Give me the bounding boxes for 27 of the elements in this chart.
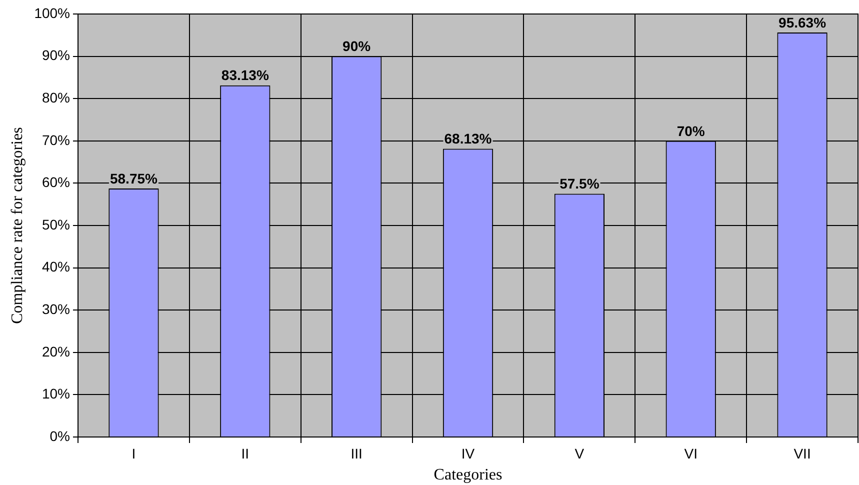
- x-tick-label: III: [350, 445, 362, 462]
- x-tick-label: I: [132, 445, 136, 462]
- y-tick-label: 0%: [50, 428, 70, 444]
- y-tick-label: 20%: [42, 343, 70, 360]
- data-label: 68.13%: [444, 130, 492, 147]
- data-label: 95.63%: [778, 14, 827, 30]
- data-label: 57.5%: [560, 176, 600, 192]
- data-label: 58.75%: [110, 170, 158, 186]
- y-tick-label: 50%: [42, 216, 70, 232]
- data-label: 83.13%: [221, 67, 270, 84]
- y-tick-label: 60%: [42, 174, 70, 190]
- y-tick-label: 10%: [42, 386, 70, 402]
- data-label: 70%: [676, 122, 706, 139]
- y-tick-label: 80%: [42, 89, 70, 106]
- y-axis-title: Compliance rate for categories: [8, 127, 26, 324]
- x-axis-title: Categories: [434, 466, 502, 484]
- y-tick-label: 90%: [42, 47, 70, 64]
- x-tick-label: IV: [461, 445, 476, 462]
- x-tick-label: II: [241, 445, 250, 462]
- y-tick-label: 40%: [42, 258, 70, 275]
- data-label: 90%: [342, 38, 372, 54]
- x-tick-label: V: [574, 445, 585, 462]
- x-tick-label: VI: [684, 445, 698, 462]
- y-tick-label: 100%: [34, 4, 70, 21]
- y-tick-label: 70%: [42, 132, 70, 148]
- x-tick-label: VII: [794, 445, 811, 462]
- y-tick-label: 30%: [42, 300, 70, 317]
